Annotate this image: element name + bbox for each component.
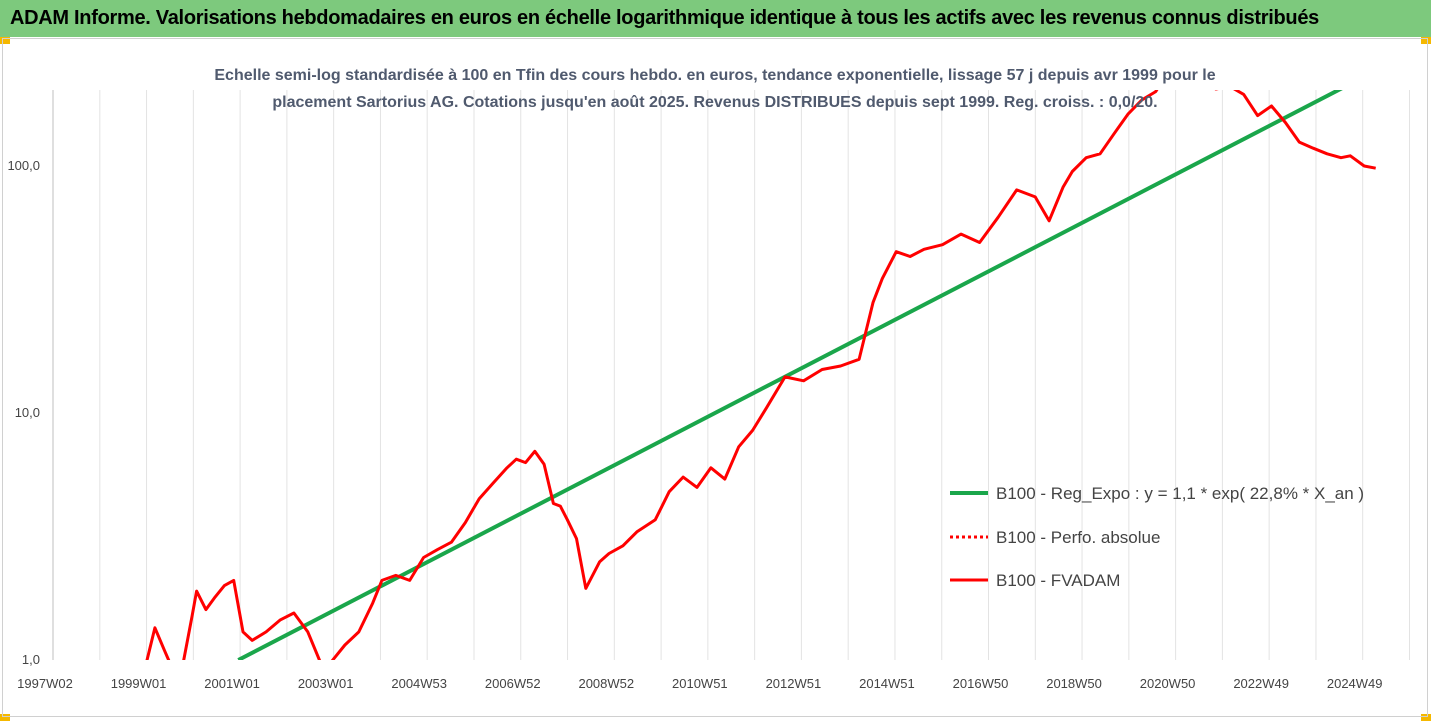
trend-line-reg-expo [237, 90, 1343, 660]
y-tick-label: 10,0 [15, 405, 40, 420]
chart-title-line-1: Echelle semi-log standardisée à 100 en T… [214, 67, 1216, 84]
corner-marker-bottom-right [1421, 714, 1431, 721]
y-tick-labels: 1,0 10,0 100,0 [7, 158, 40, 667]
legend: B100 - Reg_Expo : y = 1,1 * exp( 22,8% *… [950, 484, 1364, 590]
x-tick-label: 2001W01 [204, 676, 260, 691]
x-tick-label: 2010W51 [672, 676, 728, 691]
corner-marker-top-left [0, 37, 10, 44]
x-tick-label: 2016W50 [953, 676, 1009, 691]
x-tick-label: 1999W01 [111, 676, 167, 691]
x-tick-label: 2018W50 [1046, 676, 1102, 691]
series-line-fvadam [145, 90, 1376, 660]
chart-title-line-2: placement Sartorius AG. Cotations jusqu'… [272, 94, 1158, 111]
x-tick-label: 1997W02 [17, 676, 73, 691]
chart-title: Echelle semi-log standardisée à 100 en T… [160, 62, 1270, 116]
x-tick-label: 2004W53 [391, 676, 447, 691]
legend-label: B100 - FVADAM [996, 571, 1120, 590]
x-tick-label: 2008W52 [578, 676, 634, 691]
legend-label: B100 - Perfo. absolue [996, 528, 1160, 547]
x-tick-label: 2024W49 [1327, 676, 1383, 691]
series-layer [145, 90, 1376, 660]
x-tick-label: 2020W50 [1140, 676, 1196, 691]
y-tick-label: 100,0 [7, 158, 40, 173]
x-tick-labels: 1997W02 1999W01 2001W01 2003W01 2004W53 2006W… [17, 676, 1382, 691]
grid-lines [99, 90, 1410, 660]
header-banner: ADAM Informe. Valorisations hebdomadaire… [0, 0, 1431, 37]
corner-marker-bottom-left [0, 714, 10, 721]
chart-frame [2, 38, 1428, 717]
x-tick-label: 2012W51 [766, 676, 822, 691]
x-tick-label: 2006W52 [485, 676, 541, 691]
legend-label: B100 - Reg_Expo : y = 1,1 * exp( 22,8% *… [996, 484, 1364, 503]
x-tick-label: 2014W51 [859, 676, 915, 691]
y-tick-label: 1,0 [22, 652, 40, 667]
corner-marker-top-right [1421, 37, 1431, 44]
x-tick-label: 2022W49 [1233, 676, 1289, 691]
report-title: ADAM Informe. Valorisations hebdomadaire… [10, 7, 1319, 29]
x-tick-label: 2003W01 [298, 676, 354, 691]
